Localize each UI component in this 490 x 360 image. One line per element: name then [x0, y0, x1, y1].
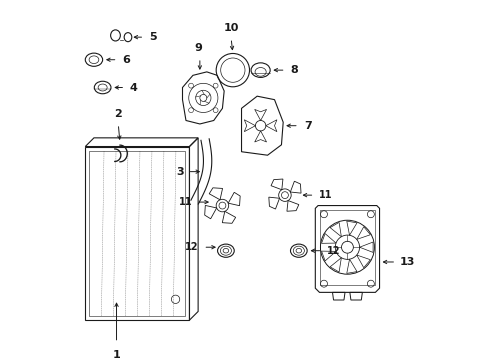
Text: 11: 11	[179, 197, 193, 207]
Text: 8: 8	[290, 65, 298, 75]
Text: 2: 2	[114, 109, 122, 119]
Text: 7: 7	[304, 121, 312, 131]
Text: 5: 5	[149, 32, 157, 42]
Text: 3: 3	[176, 167, 184, 177]
Text: 9: 9	[194, 44, 202, 54]
Text: 4: 4	[130, 82, 138, 93]
Text: 6: 6	[122, 55, 130, 65]
Text: 10: 10	[223, 23, 239, 33]
Text: 1: 1	[113, 350, 121, 360]
Text: 12: 12	[327, 246, 340, 256]
Text: 12: 12	[185, 242, 199, 252]
Text: 11: 11	[319, 190, 332, 200]
Text: 13: 13	[400, 257, 415, 267]
